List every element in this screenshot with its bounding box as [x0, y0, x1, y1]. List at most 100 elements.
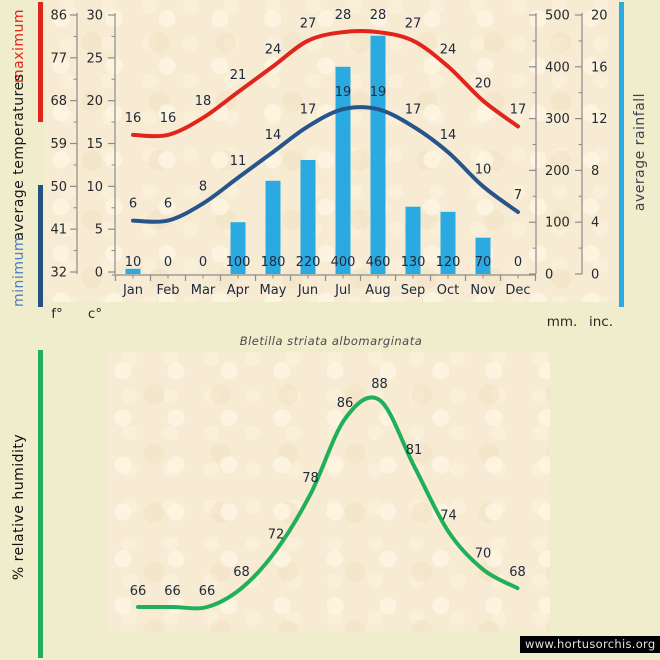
axis-tick-label: 0 [545, 268, 553, 283]
axis-tick-label: 77 [50, 51, 67, 66]
max-temp-value-label: 27 [300, 17, 317, 32]
axis-tick-label: 32 [50, 266, 67, 281]
axis-tick-label: 50 [50, 180, 67, 195]
rainfall-bar [475, 237, 491, 274]
month-label: Mar [191, 283, 216, 298]
rainfall-value-label: 0 [199, 255, 207, 270]
rainfall-bar [405, 206, 421, 274]
humidity-value-label: 74 [440, 509, 457, 524]
min-temp-value-label: 7 [514, 188, 522, 203]
axis-tick-label: 16 [591, 60, 608, 75]
rainfall-value-label: 10 [125, 255, 142, 270]
humidity-value-label: 86 [337, 396, 354, 411]
max-temp-value-label: 16 [125, 111, 142, 126]
axis-tick-label: 100 [545, 216, 570, 231]
axis-tick-label: 20 [591, 9, 608, 24]
month-label: Feb [156, 283, 179, 298]
month-label: Nov [470, 283, 496, 298]
max-temp-value-label: 18 [195, 94, 212, 109]
rainfall-bar [265, 180, 281, 274]
rainfall-bar [370, 35, 386, 275]
min-temp-value-label: 17 [300, 102, 317, 117]
humidity-chart: 66 66 66 68 72 78 86 88 81 74 70 68 [130, 377, 526, 611]
rainfall-value-label: 460 [366, 255, 391, 270]
rainfall-value-label: 220 [296, 255, 321, 270]
min-temp-value-label: 14 [265, 128, 282, 143]
rainfall-value-label: 180 [261, 255, 286, 270]
temperature-rainfall-chart: 8677685950413230252015105050040030020010… [50, 8, 607, 298]
month-label: Jun [297, 283, 318, 298]
min-temp-value-label: 6 [164, 197, 172, 212]
max-temp-value-label: 16 [160, 111, 177, 126]
min-temp-value-label: 14 [440, 128, 457, 143]
axis-tick-label: 41 [50, 223, 67, 238]
legend-relative-humidity-label: % relative humidity [11, 433, 27, 581]
humidity-value-label: 66 [130, 584, 147, 599]
rain-inch-axis: 20 16 12 8 4 0 [575, 9, 608, 283]
humidity-line [136, 395, 520, 611]
month-label: Oct [437, 283, 459, 298]
humidity-value-label: 70 [475, 546, 492, 561]
min-temperature-line [131, 105, 520, 224]
max-temp-value-label: 24 [440, 42, 457, 57]
humidity-value-label: 78 [302, 471, 319, 486]
axis-tick-label: 25 [86, 51, 103, 66]
axis-tick-label: 400 [545, 60, 570, 75]
rainfall-bars: 10 0 0 100 180 220 400 460 130 120 70 0 [125, 35, 522, 275]
month-label: Jan [122, 283, 143, 298]
unit-inches-label: inc. [588, 314, 614, 330]
rainfall-legend-bar [619, 2, 624, 307]
rainfall-value-label: 0 [514, 255, 522, 270]
fahrenheit-axis: 86 77 68 59 50 41 32 [50, 9, 78, 281]
month-label: Sep [401, 283, 426, 298]
max-temp-value-label: 28 [370, 8, 387, 23]
rainfall-bar [230, 222, 246, 274]
axis-tick-label: 8 [591, 164, 599, 179]
rainfall-bar [440, 211, 456, 274]
max-temp-value-label: 27 [405, 17, 422, 32]
species-title: Bletilla striata albomarginata [239, 334, 423, 348]
celsius-axis: 30 25 20 15 10 5 0 [86, 9, 116, 281]
min-temp-value-label: 19 [335, 85, 352, 100]
min-temp-value-label: 10 [475, 162, 492, 177]
humidity-value-label: 66 [199, 584, 216, 599]
month-label: May [260, 283, 287, 298]
unit-celsius-label: c° [87, 306, 103, 322]
rainfall-bar [300, 160, 316, 274]
max-temp-value-label: 20 [475, 77, 492, 92]
max-temp-value-label: 28 [335, 8, 352, 23]
axis-tick-label: 59 [50, 137, 67, 152]
humidity-chart-panel [107, 352, 550, 632]
min-temp-value-label: 19 [370, 85, 387, 100]
unit-millimeters-label: mm. [546, 314, 578, 330]
humidity-value-label: 72 [268, 528, 285, 543]
rainfall-bar [125, 268, 141, 274]
month-axis: Jan Feb Mar Apr May Jun Jul Aug Sep Oct Nov Dec [112, 274, 537, 298]
rainfall-value-label: 120 [436, 255, 461, 270]
axis-tick-label: 86 [50, 9, 67, 24]
axis-tick-label: 0 [591, 268, 599, 283]
watermark-badge: www.hortusorchis.org [520, 636, 660, 653]
rainfall-bar [335, 66, 351, 274]
rainfall-value-label: 400 [331, 255, 356, 270]
month-label: Dec [505, 283, 530, 298]
axis-tick-label: 30 [86, 9, 103, 24]
min-temp-value-label: 11 [230, 154, 247, 169]
axis-tick-label: 12 [591, 112, 608, 127]
temperature-chart-panel [45, 0, 618, 302]
legend-maximum-label: maximum [11, 8, 27, 84]
legend-average-rainfall-label: average rainfall [632, 92, 648, 212]
humidity-value-label: 68 [509, 565, 526, 580]
rain-mm-axis: 500 400 300 200 100 0 [529, 9, 570, 283]
rainfall-value-label: 70 [475, 255, 492, 270]
legend-average-temperatures-label: average temperatures [11, 73, 27, 241]
max-temp-value-label: 17 [510, 102, 527, 117]
max-temperature-line [131, 29, 520, 139]
axis-tick-label: 0 [95, 266, 103, 281]
humidity-value-label: 66 [164, 584, 181, 599]
month-label: Aug [365, 283, 390, 298]
minimum-legend-bar [38, 185, 43, 307]
axis-tick-label: 5 [95, 223, 103, 238]
axis-tick-label: 15 [86, 137, 103, 152]
